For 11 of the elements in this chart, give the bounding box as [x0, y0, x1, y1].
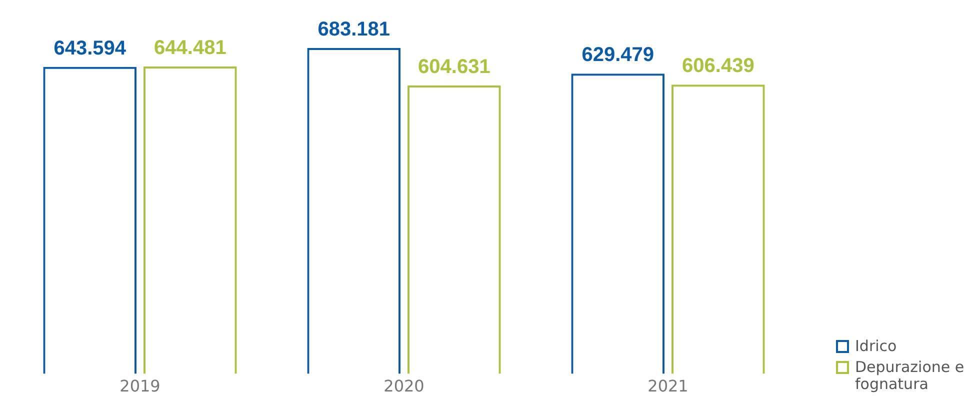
legend-label: Depurazione e fognatura [855, 358, 966, 393]
data-label: 643.594 [54, 37, 127, 60]
x-tick-label: 2019 [120, 376, 160, 396]
data-label: 644.481 [154, 36, 226, 59]
legend-label: Idrico [855, 337, 897, 355]
x-tick-label: 2020 [384, 376, 424, 396]
data-label: 683.181 [318, 18, 390, 41]
x-tick-label: 2021 [648, 376, 688, 396]
data-label: 606.439 [682, 55, 754, 78]
data-label: 604.631 [418, 56, 490, 78]
data-label: 629.479 [582, 44, 654, 66]
